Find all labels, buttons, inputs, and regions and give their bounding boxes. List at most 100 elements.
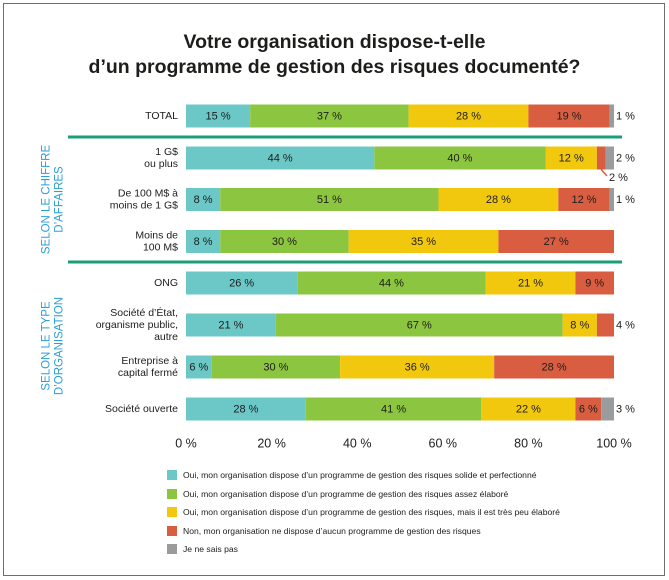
group-label-2-line-2: D’ORGANISATION [54, 297, 66, 395]
data-label-r4-s1: 8 % [194, 236, 213, 248]
category-label-1-line-1: TOTAL [145, 110, 178, 122]
data-label-r8-s2: 41 % [381, 403, 406, 415]
bar-r6-s1 [186, 313, 276, 337]
bar-r3-s3 [438, 188, 559, 211]
bar-r8-s2 [305, 397, 482, 421]
bar-r3-s5 [609, 188, 614, 211]
legend-swatch-aucun [167, 525, 177, 536]
x-tick-label-6: 100 % [596, 436, 631, 450]
bar-r4-s3 [348, 230, 499, 253]
data-label-r4-s3: 35 % [411, 236, 436, 248]
bar-r8-s1 [186, 397, 306, 421]
data-label-r4-s2: 30 % [272, 236, 297, 248]
bar-r1-s4 [528, 104, 610, 128]
bar-r6-s2 [275, 313, 563, 337]
category-label-6-line-2: organisme public, [96, 319, 178, 331]
data-label-r3-s1: 8 % [194, 194, 213, 206]
data-label-r2-s2: 40 % [447, 152, 472, 164]
x-tick-label-3: 40 % [343, 436, 372, 450]
data-label-r7-s3: 36 % [405, 361, 430, 373]
category-label-2-line-2: ou plus [144, 158, 178, 170]
legend-label-ne-sais-pas: Je ne sais pas [183, 544, 238, 555]
chart-title-line-2: d’un programme de gestion des risques do… [88, 56, 581, 78]
bar-r5-s2 [297, 271, 486, 295]
legend-label-assez: Oui, mon organisation dispose d’un progr… [183, 488, 509, 499]
data-label-r2-s1: 44 % [268, 152, 293, 164]
data-label-r6-s1: 21 % [218, 319, 243, 331]
bar-r4-s1 [186, 230, 221, 253]
bar-r1-s1 [186, 104, 251, 128]
data-label-r6-s2: 67 % [407, 319, 432, 331]
chart-title: Votre organisation dispose-t-elle d’un p… [0, 30, 669, 80]
bar-r2-s5 [605, 146, 614, 170]
data-label-r5-s1: 26 % [229, 277, 254, 289]
bar-r1-s3 [408, 104, 529, 128]
bar-r7-s1 [186, 355, 212, 379]
data-label-r5-s2: 44 % [379, 277, 404, 289]
legend-swatch-solide [167, 470, 177, 481]
data-label-r2-s3: 12 % [559, 152, 584, 164]
bar-r7-s3 [340, 355, 495, 379]
group-label-2: SELON LE TYPED’ORGANISATION [41, 297, 66, 395]
bar-r2-s4 [596, 146, 606, 170]
legend-item-aucun: Non, mon organisation ne dispose d’aucun… [167, 522, 647, 541]
bar-r4-s4 [498, 230, 614, 253]
data-label-r1-s4: 19 % [557, 110, 582, 122]
x-tick-label-4: 60 % [429, 436, 458, 450]
leader-line-r2-s4 [600, 168, 608, 177]
legend-swatch-peu [167, 507, 177, 518]
chart-frame [3, 3, 665, 576]
data-label-r8-s4: 6 % [579, 403, 598, 415]
data-label-r8-s3: 22 % [516, 403, 541, 415]
group-label-2-line-1: SELON LE TYPE [41, 301, 53, 391]
legend: Oui, mon organisation dispose d’un progr… [167, 466, 647, 559]
category-label-4-line-2: 100 M$ [143, 241, 178, 253]
legend-item-ne-sais-pas: Je ne sais pas [167, 540, 647, 559]
bar-r6-s3 [562, 313, 597, 337]
data-label-r2-s4: 2 % [609, 172, 628, 184]
legend-item-peu: Oui, mon organisation dispose d’un progr… [167, 503, 647, 522]
data-label-r1-s1: 15 % [206, 110, 231, 122]
x-tick-label-2: 20 % [257, 436, 286, 450]
category-label-7-line-1: Entreprise à [121, 355, 178, 367]
bar-r3-s2 [220, 188, 439, 211]
bar-r3-s1 [186, 188, 221, 211]
category-label-8-line-1: Société ouverte [105, 403, 178, 415]
data-label-r7-s2: 30 % [263, 361, 288, 373]
bar-r5-s3 [485, 271, 576, 295]
legend-label-aucun: Non, mon organisation ne dispose d’aucun… [183, 525, 481, 536]
data-label-r2-s5: 2 % [616, 152, 635, 164]
x-tick-label-1: 0 % [175, 436, 197, 450]
bar-r1-s2 [250, 104, 409, 128]
group-label-1-line-1: SELON LE CHIFFRE [41, 145, 53, 255]
x-tick-label-5: 80 % [514, 436, 543, 450]
data-label-r7-s1: 6 % [189, 361, 208, 373]
category-label-7-line-2: capital fermé [118, 367, 178, 379]
bar-r8-s5 [601, 397, 614, 421]
data-label-r5-s4: 9 % [585, 277, 604, 289]
group-label-1: SELON LE CHIFFRED’AFFAIRES [41, 145, 66, 255]
data-label-r1-s5: 1 % [616, 110, 635, 122]
chart-title-line-1: Votre organisation dispose-t-elle [183, 31, 486, 53]
bar-r7-s4 [494, 355, 614, 379]
category-label-3-line-2: moins de 1 G$ [110, 199, 178, 211]
data-label-r7-s4: 28 % [542, 361, 567, 373]
data-label-r5-s3: 21 % [518, 277, 543, 289]
legend-label-peu: Oui, mon organisation dispose d’un progr… [183, 507, 560, 518]
data-label-r1-s2: 37 % [317, 110, 342, 122]
category-label-3-line-1: De 100 M$ à [118, 187, 178, 199]
bar-r2-s3 [545, 146, 597, 170]
legend-swatch-ne-sais-pas [167, 544, 177, 555]
data-label-r6-s4: 4 % [616, 319, 635, 331]
data-label-r8-s1: 28 % [233, 403, 258, 415]
bar-r5-s1 [186, 271, 298, 295]
data-label-r3-s3: 28 % [486, 194, 511, 206]
legend-label-solide: Oui, mon organisation dispose d’un progr… [183, 470, 537, 481]
bar-r3-s4 [558, 188, 610, 211]
bar-r8-s4 [575, 397, 602, 421]
data-label-r4-s4: 27 % [544, 236, 569, 248]
data-label-r8-s5: 3 % [616, 403, 635, 415]
category-label-6-line-1: Société d’État, [110, 306, 178, 319]
data-label-r6-s3: 8 % [570, 319, 589, 331]
